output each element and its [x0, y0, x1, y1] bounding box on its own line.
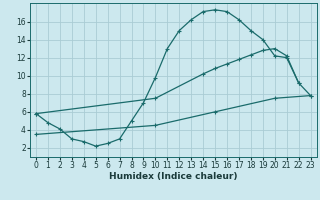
X-axis label: Humidex (Indice chaleur): Humidex (Indice chaleur) — [109, 172, 237, 181]
